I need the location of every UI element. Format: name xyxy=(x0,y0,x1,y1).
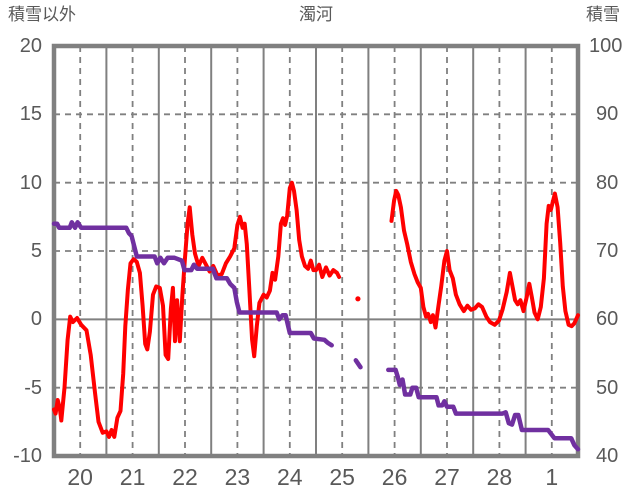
x-axis-tick-label: 1 xyxy=(545,464,559,490)
left-axis-tick-label: 20 xyxy=(19,35,42,57)
right-axis-tick-label: 90 xyxy=(596,103,619,126)
x-axis-tick-label: 22 xyxy=(172,464,198,490)
x-axis-tick-label: 23 xyxy=(224,464,251,490)
left-axis-tick-label: 10 xyxy=(19,171,42,194)
isolated-data-point xyxy=(355,296,361,302)
right-axis-tick-label: 100 xyxy=(589,35,623,57)
right-axis-tick-label: 50 xyxy=(596,376,619,399)
series-line-right xyxy=(51,220,334,348)
left-axis-title: 積雪以外 xyxy=(8,5,76,24)
x-axis-tick-label: 25 xyxy=(329,464,355,490)
series-line-right xyxy=(386,367,581,452)
chart-title: 濁河 xyxy=(299,5,333,24)
x-axis-tick-label: 21 xyxy=(119,464,146,490)
left-axis-tick-label: 15 xyxy=(19,103,42,126)
left-axis-tick-label: -10 xyxy=(13,445,42,467)
left-axis-tick-label: 0 xyxy=(30,308,42,331)
x-axis-tick-label: 27 xyxy=(434,464,460,490)
left-axis-tick-label: -5 xyxy=(24,376,42,399)
series-line-left xyxy=(389,188,580,330)
right-axis-tick-label: 40 xyxy=(596,445,619,467)
plot-border xyxy=(51,43,581,459)
series-line-right xyxy=(353,358,363,370)
right-axis-title: 積雪 xyxy=(586,5,620,24)
series-line-left xyxy=(52,180,342,439)
x-axis-tick-label: 26 xyxy=(381,464,408,490)
right-axis-tick-label: 60 xyxy=(596,308,619,331)
x-axis-tick-label: 20 xyxy=(67,464,93,490)
x-axis-tick-label: 28 xyxy=(486,464,513,490)
right-axis-tick-label: 80 xyxy=(596,171,619,194)
right-axis-tick-label: 70 xyxy=(596,240,619,262)
left-axis-tick-label: 5 xyxy=(30,240,42,262)
x-axis-tick-label: 24 xyxy=(277,464,303,490)
